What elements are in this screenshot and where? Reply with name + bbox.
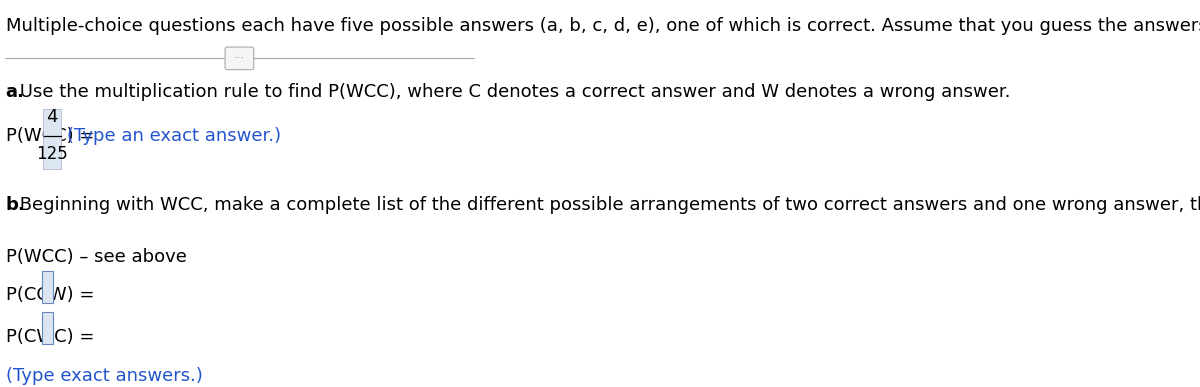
Text: Multiple-choice questions each have five possible answers (a, b, c, d, e), one o: Multiple-choice questions each have five… — [6, 17, 1200, 35]
Text: P(WCC) – see above: P(WCC) – see above — [6, 248, 187, 267]
FancyBboxPatch shape — [42, 271, 53, 303]
FancyBboxPatch shape — [42, 312, 53, 344]
Text: (Type exact answers.): (Type exact answers.) — [6, 367, 203, 385]
Text: a.: a. — [6, 83, 25, 101]
Text: b.: b. — [6, 196, 25, 214]
Text: (Type an exact answer.): (Type an exact answer.) — [67, 127, 281, 144]
Text: Use the multiplication rule to find P(WCC), where C denotes a correct answer and: Use the multiplication rule to find P(WC… — [14, 83, 1010, 101]
Text: P(CCW) =: P(CCW) = — [6, 286, 100, 304]
Text: P(CWC) =: P(CWC) = — [6, 327, 100, 346]
FancyBboxPatch shape — [43, 109, 61, 170]
Text: ...: ... — [234, 50, 245, 60]
FancyBboxPatch shape — [226, 47, 253, 70]
Text: 125: 125 — [36, 146, 68, 163]
Text: 4: 4 — [47, 108, 58, 127]
Text: Beginning with WCC, make a complete list of the different possible arrangements : Beginning with WCC, make a complete list… — [14, 196, 1200, 214]
Text: P(WCC) =: P(WCC) = — [6, 127, 100, 144]
